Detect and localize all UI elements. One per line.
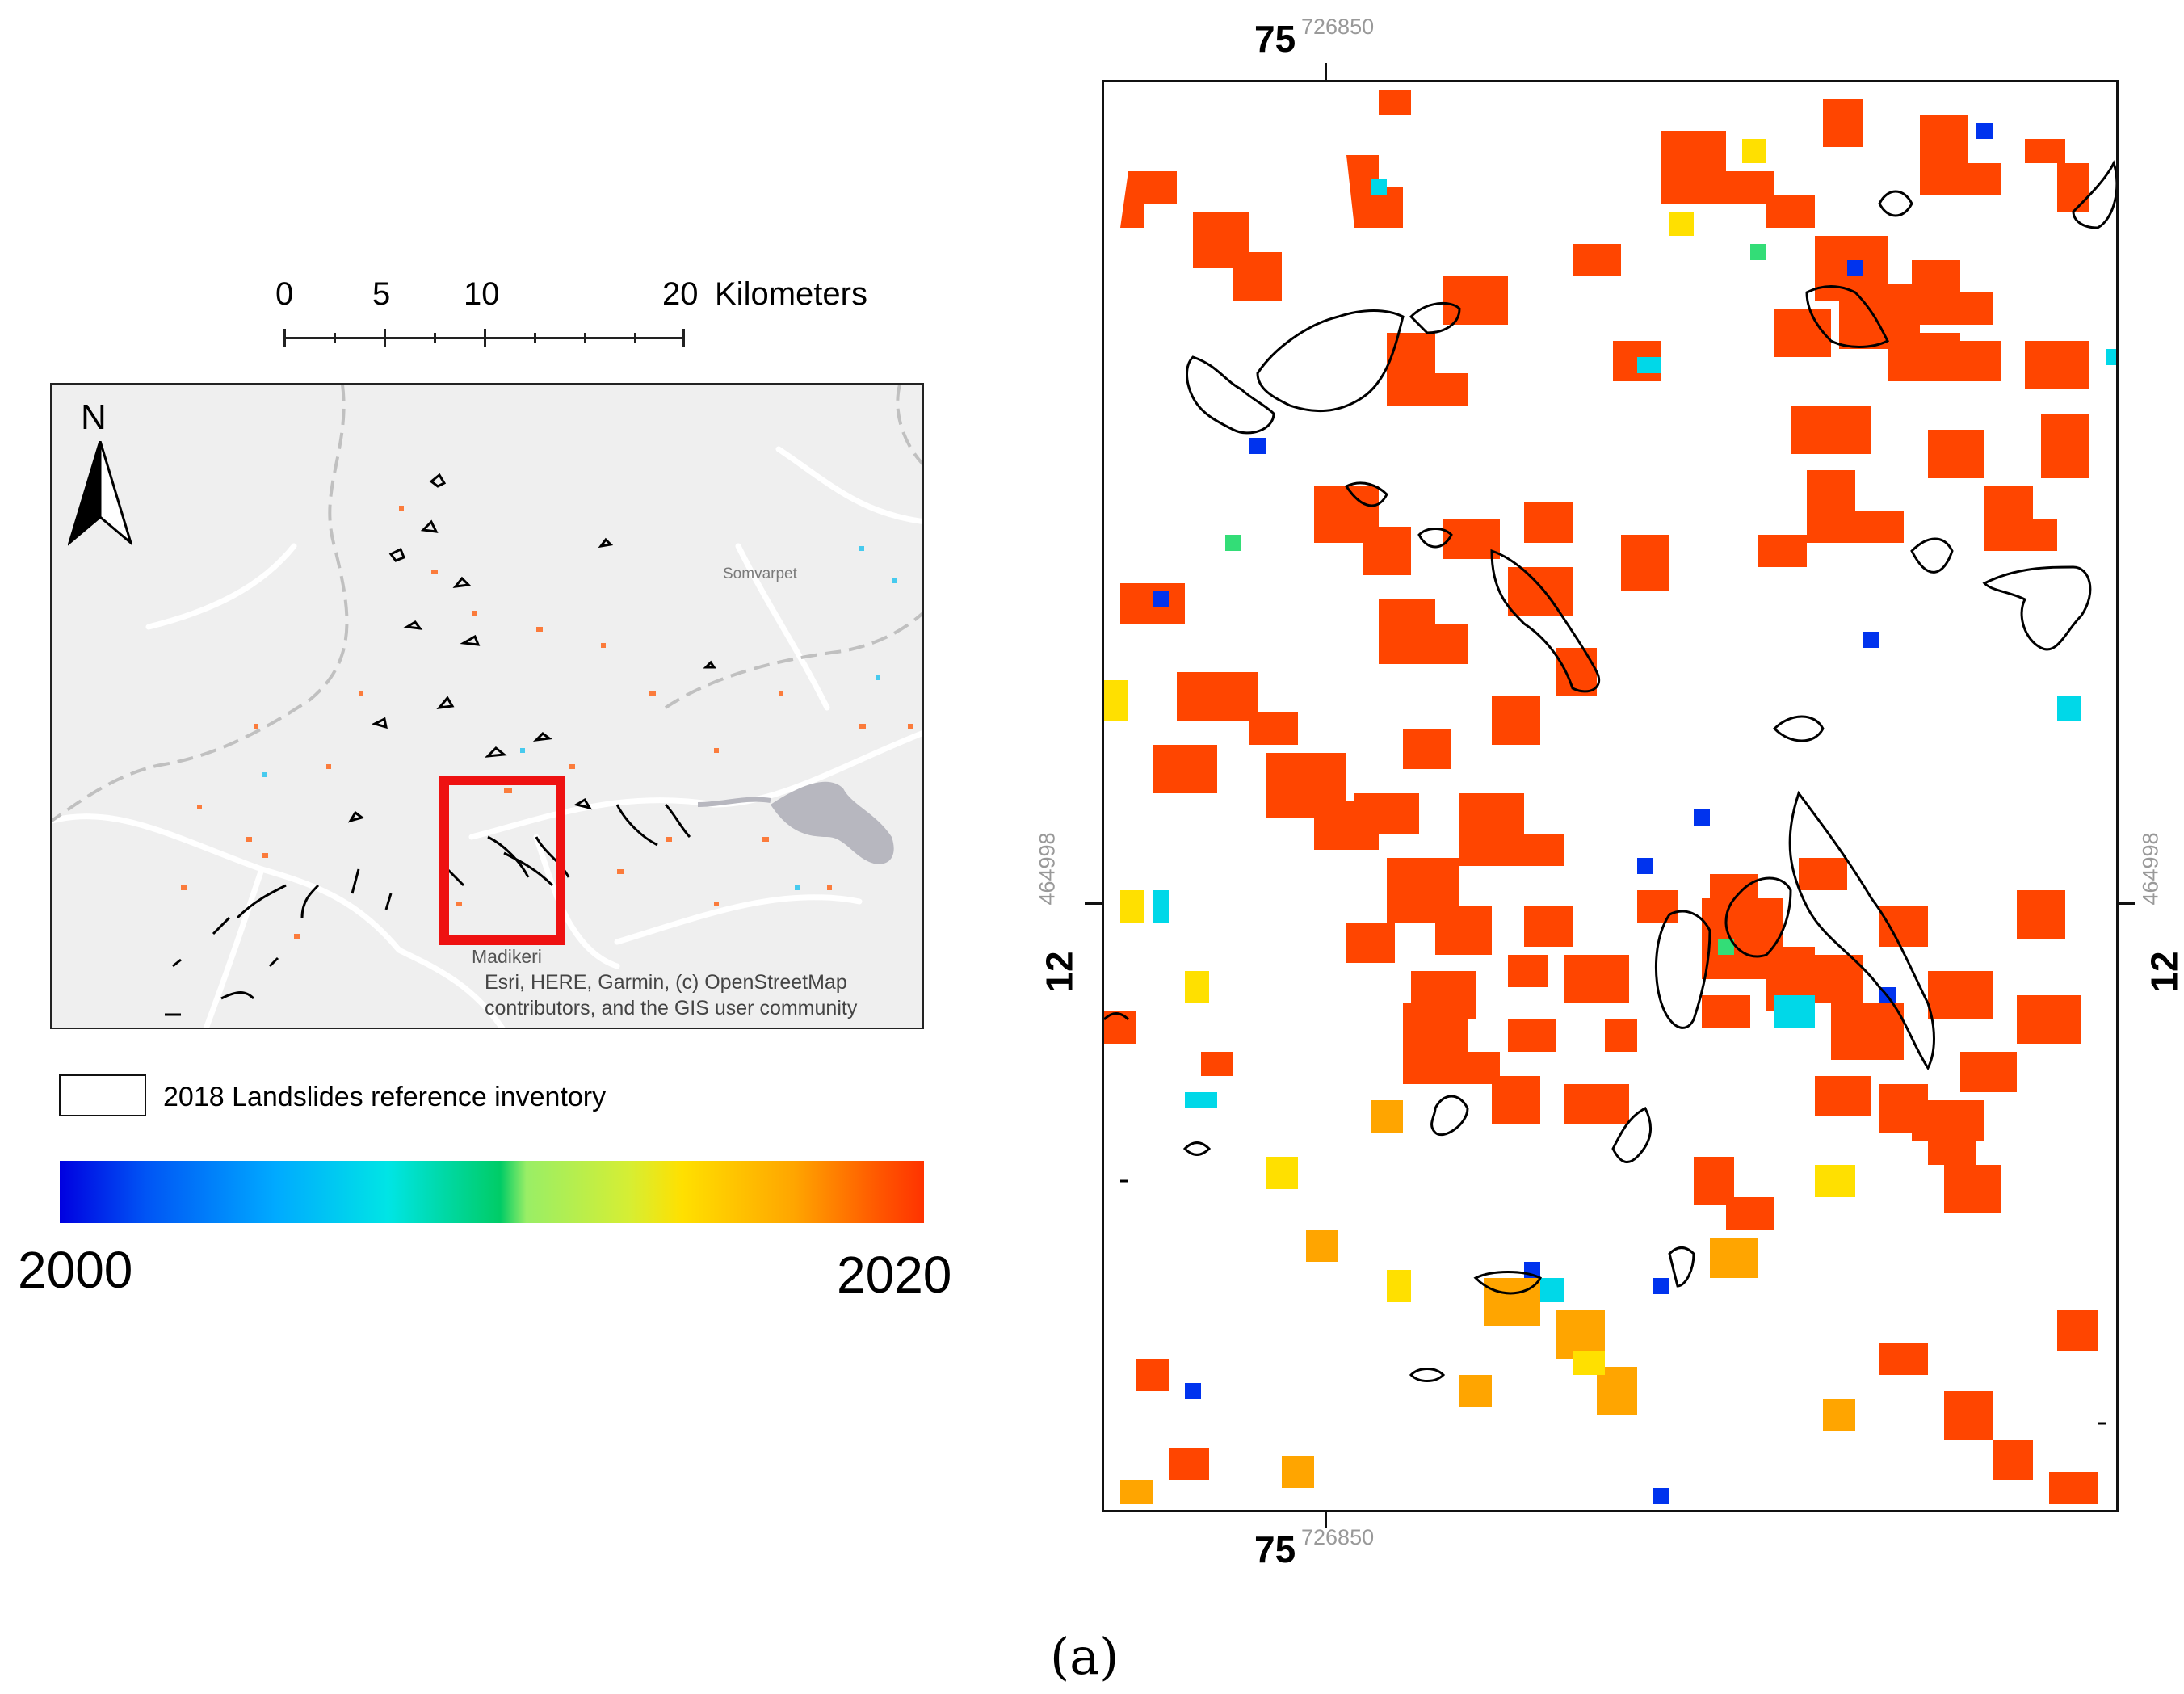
attribution-line: contributors, and the GIS user community: [485, 997, 858, 1019]
town-label-madikeri: Madikeri: [472, 946, 542, 967]
detail-map[interactable]: [1102, 80, 2119, 1512]
overview-map[interactable]: [50, 383, 924, 1029]
scale-tick-label-10: 10: [464, 276, 500, 312]
map-attribution: Esri, HERE, Garmin, (c) OpenStreetMap co…: [485, 969, 905, 1021]
road-network: [52, 446, 922, 1028]
graticule-left-degrees: 12: [1038, 951, 1081, 993]
scale-bar-tick: [682, 329, 685, 347]
reservoir: [771, 781, 894, 864]
graticule-tick-bottom: [1325, 1511, 1327, 1528]
graticule-bottom-degrees: 75: [1254, 1528, 1296, 1570]
town-label-somvarpet: Somvarpet: [723, 565, 797, 582]
change-pixels-orange: [1120, 1100, 1855, 1504]
colorbar-min-label: 2000: [18, 1241, 133, 1299]
graticule-left-minutes: 464998: [1035, 832, 1060, 906]
scale-bar-tick: [434, 333, 436, 343]
figure-caption: (a): [1050, 1627, 1119, 1686]
study-extent-box: [439, 776, 565, 945]
graticule-tick-right: [2117, 902, 2135, 905]
graticule-bottom-minutes: 726850: [1301, 1525, 1375, 1549]
inventory-polygons-detail: [1104, 160, 2116, 1425]
north-arrow-label: N: [81, 397, 107, 437]
north-arrow-icon: [68, 441, 132, 546]
attribution-line: Esri, HERE, Garmin, (c) OpenStreetMap: [485, 971, 847, 994]
scale-bar-tick: [634, 333, 636, 343]
change-pixels-cold: [262, 546, 897, 890]
scale-bar-tick: [534, 333, 536, 343]
graticule-tick-left: [1085, 902, 1102, 905]
scale-bar-tick: [334, 333, 336, 343]
change-pixels-yellow: [1104, 139, 1855, 1375]
change-pixels-overview: [181, 506, 913, 939]
scale-tick-label-20: 20: [662, 276, 699, 312]
scale-bar-tick: [284, 329, 286, 347]
river: [697, 797, 771, 807]
year-colorbar: [60, 1158, 924, 1223]
scale-bar-tick: [384, 329, 386, 347]
boundary-lines: [52, 385, 922, 822]
change-pixels-red: [1104, 90, 2098, 1504]
scale-unit-label: Kilometers: [715, 276, 867, 312]
inventory-polygons-overview: [165, 473, 716, 1016]
scale-tick-label-5: 5: [372, 276, 391, 312]
change-pixels-cyan: [1153, 179, 2116, 1302]
colorbar-max-label: 2020: [837, 1246, 952, 1304]
scale-bar-tick: [584, 333, 586, 343]
change-pixels-blue: [1153, 123, 1993, 1504]
graticule-right-degrees: 12: [2143, 951, 2184, 993]
graticule-top-degrees: 75: [1254, 18, 1296, 60]
scale-tick-label-0: 0: [275, 276, 294, 312]
overview-map-canvas: [52, 385, 922, 1028]
legend-inventory-swatch: [59, 1074, 146, 1116]
change-pixels-green: [1225, 244, 1766, 955]
graticule-tick-top: [1325, 63, 1327, 81]
detail-map-canvas: [1104, 90, 2116, 1504]
graticule-right-minutes: 464998: [2138, 832, 2163, 906]
graticule-top-minutes: 726850: [1301, 15, 1375, 39]
legend-inventory-label: 2018 Landslides reference inventory: [163, 1082, 607, 1112]
scale-bar-tick: [484, 329, 486, 347]
